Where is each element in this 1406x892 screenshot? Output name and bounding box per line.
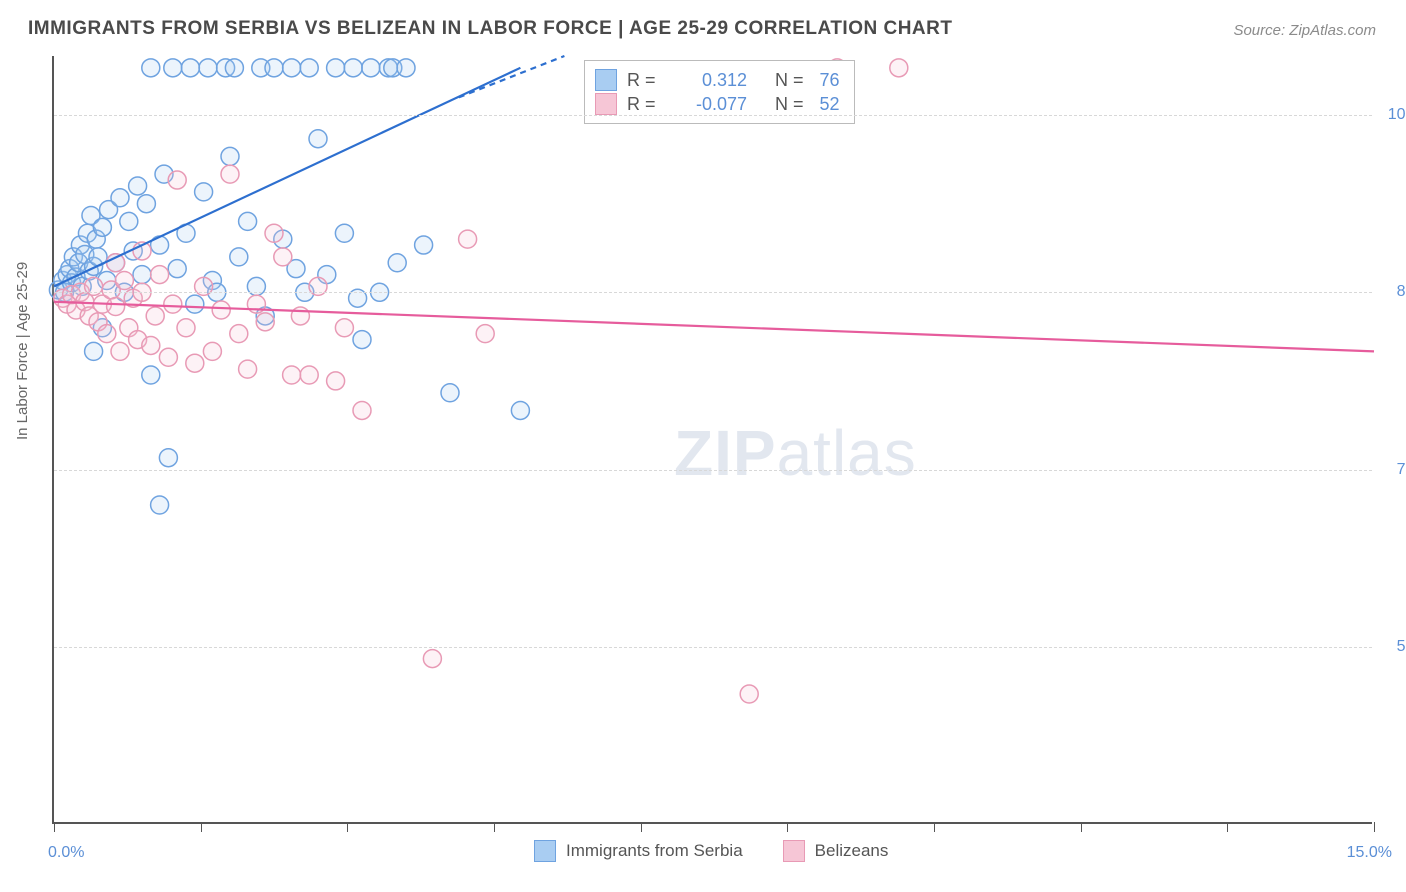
legend-swatch-serbia bbox=[595, 69, 617, 91]
chart-svg bbox=[54, 56, 1372, 822]
legend-r-label: R = bbox=[627, 94, 661, 115]
legend-r-label: R = bbox=[627, 70, 661, 91]
bottom-label-belizean: Belizeans bbox=[815, 841, 889, 861]
bottom-swatch-belizean bbox=[783, 840, 805, 862]
x-axis-min-label: 0.0% bbox=[48, 844, 84, 862]
y-axis-label: In Labor Force | Age 25-29 bbox=[14, 262, 31, 440]
bottom-legend-belizean: Belizeans bbox=[783, 840, 889, 862]
bottom-legend-serbia: Immigrants from Serbia bbox=[534, 840, 743, 862]
y-tick-label: 70.0% bbox=[1397, 461, 1406, 479]
legend-n-label: N = bbox=[775, 94, 804, 115]
legend-r-value-serbia: 0.312 bbox=[671, 70, 747, 91]
x-axis-max-label: 15.0% bbox=[1347, 844, 1392, 862]
y-tick-label: 55.0% bbox=[1397, 638, 1406, 656]
legend-swatch-belizean bbox=[595, 93, 617, 115]
chart-title: IMMIGRANTS FROM SERBIA VS BELIZEAN IN LA… bbox=[28, 18, 952, 40]
source-label: Source: ZipAtlas.com bbox=[1233, 22, 1376, 39]
legend-row-serbia: R = 0.312 N = 76 bbox=[595, 69, 840, 91]
legend-r-value-belizean: -0.077 bbox=[671, 94, 747, 115]
y-tick-label: 85.0% bbox=[1397, 283, 1406, 301]
legend-row-belizean: R = -0.077 N = 52 bbox=[595, 93, 840, 115]
plot-area: ZIPatlas R = 0.312 N = 76 R = -0.077 N =… bbox=[52, 56, 1372, 824]
legend-n-value-belizean: 52 bbox=[820, 94, 840, 115]
bottom-label-serbia: Immigrants from Serbia bbox=[566, 841, 743, 861]
legend-n-value-serbia: 76 bbox=[820, 70, 840, 91]
legend-n-label: N = bbox=[775, 70, 804, 91]
bottom-legend: Immigrants from Serbia Belizeans bbox=[534, 840, 888, 862]
bottom-swatch-serbia bbox=[534, 840, 556, 862]
y-tick-label: 100.0% bbox=[1388, 106, 1406, 124]
